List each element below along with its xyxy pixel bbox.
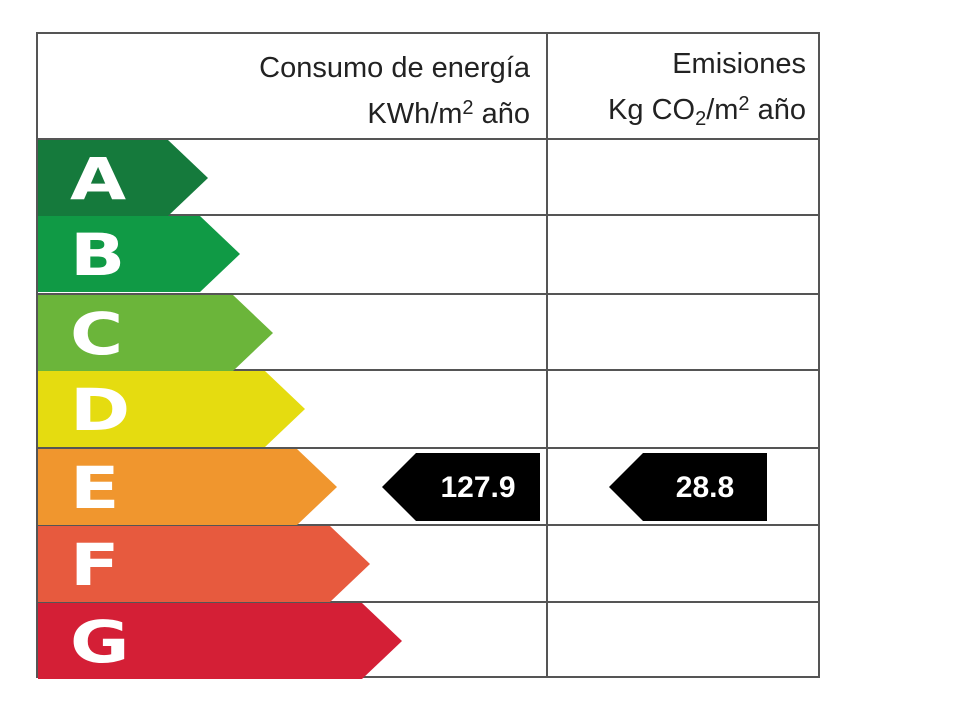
rating-band-shape xyxy=(38,140,208,216)
row-divider xyxy=(36,293,820,295)
rating-band-shape xyxy=(38,216,240,292)
rating-band-letter: E xyxy=(70,454,120,522)
rating-band-arrow xyxy=(38,140,208,216)
energy-indicator-arrow xyxy=(382,453,540,521)
energy-consumption-header: Consumo de energía KWh/m2 año xyxy=(150,48,530,134)
energy-header-title: Consumo de energía xyxy=(259,52,530,84)
emissions-unit-middle: /m xyxy=(706,94,739,126)
row-divider xyxy=(36,524,820,526)
row-divider xyxy=(36,447,820,449)
emissions-value-indicator: 28.8 xyxy=(609,453,767,521)
column-divider xyxy=(546,32,548,678)
row-divider xyxy=(36,601,820,603)
rating-band-letter: F xyxy=(70,531,120,599)
energy-unit-text: KWh/m xyxy=(367,98,463,130)
rating-band-shape xyxy=(38,449,337,525)
rating-band-shape xyxy=(38,371,305,447)
energy-value: 127.9 xyxy=(440,471,516,504)
rating-band-letter: G xyxy=(70,608,130,676)
rating-band-e: E xyxy=(38,449,337,525)
emissions-unit-text: Kg CO xyxy=(608,94,696,126)
rating-band-b: B xyxy=(38,216,240,292)
rating-band-letter: B xyxy=(70,221,126,289)
rating-band-g: G xyxy=(38,603,402,679)
rating-band-shape xyxy=(38,603,402,679)
rating-band-f: F xyxy=(38,526,370,602)
rating-band-shape xyxy=(38,526,370,602)
rating-band-letter: C xyxy=(70,300,124,368)
rating-band-arrow xyxy=(38,603,402,679)
emissions-header-unit: Kg CO2/m2 año xyxy=(552,84,806,139)
row-divider xyxy=(36,369,820,371)
energy-header-unit: KWh/m2 año xyxy=(150,88,530,134)
emissions-indicator-arrow xyxy=(609,453,767,521)
energy-unit-superscript: 2 xyxy=(462,97,474,119)
row-divider xyxy=(36,214,820,216)
rating-band-a: A xyxy=(38,140,208,216)
emissions-header-title: Emisiones xyxy=(672,48,806,80)
emissions-unit-suffix: año xyxy=(749,94,806,126)
rating-band-arrow xyxy=(38,216,240,292)
row-divider xyxy=(36,138,820,140)
rating-band-arrow xyxy=(38,449,337,525)
rating-band-letter: D xyxy=(70,376,131,444)
rating-band-arrow xyxy=(38,526,370,602)
rating-band-arrow xyxy=(38,295,273,371)
emissions-unit-superscript: 2 xyxy=(738,93,750,115)
rating-band-c: C xyxy=(38,295,273,371)
emissions-unit-subscript: 2 xyxy=(695,108,707,130)
rating-band-arrow xyxy=(38,371,305,447)
rating-band-letter: A xyxy=(70,145,127,213)
rating-band-d: D xyxy=(38,371,305,447)
emissions-value: 28.8 xyxy=(675,471,735,504)
rating-table-frame xyxy=(36,32,820,678)
rating-band-shape xyxy=(38,295,273,371)
energy-value-indicator: 127.9 xyxy=(382,453,540,521)
energy-unit-suffix: año xyxy=(473,98,530,130)
emissions-header: Emisiones Kg CO2/m2 año xyxy=(552,44,806,139)
